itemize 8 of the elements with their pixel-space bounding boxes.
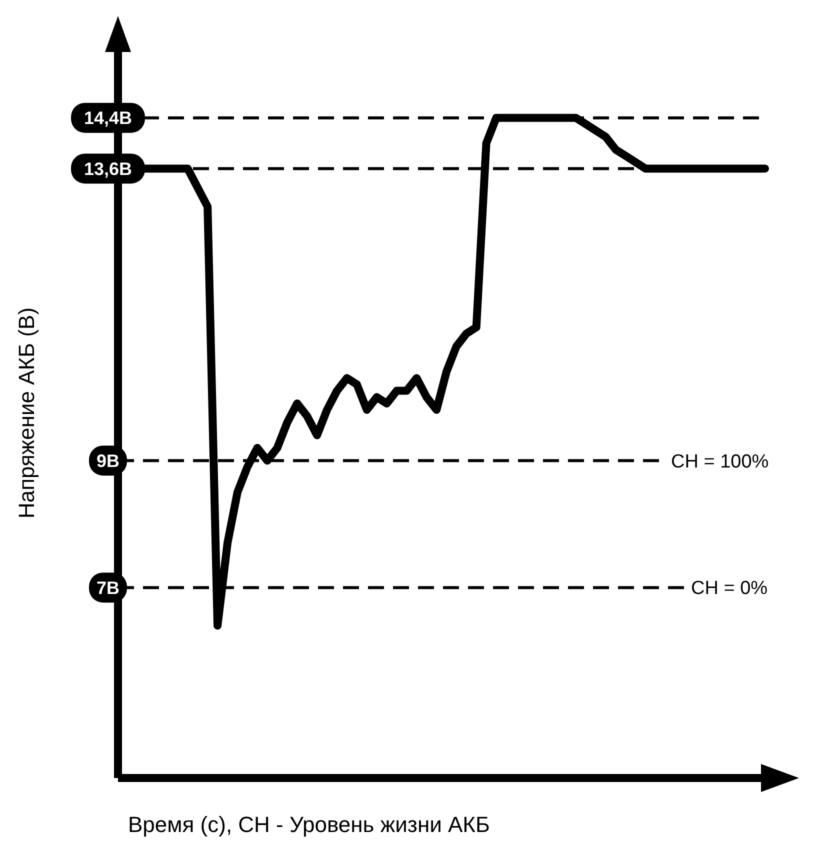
y-axis-title: Напряжение АКБ (В): [14, 307, 39, 519]
y-tick-label: 7В: [96, 578, 120, 598]
y-tick-label: 13,6В: [84, 158, 132, 179]
annotation: СН = 0%: [691, 578, 768, 600]
y-tick-label: 9В: [96, 450, 120, 471]
annotation: СН = 100%: [671, 451, 769, 472]
x-axis-title: Время (с), СН - Уровень жизни АКБ: [128, 812, 491, 838]
y-tick-label: 14,4В: [84, 108, 132, 128]
